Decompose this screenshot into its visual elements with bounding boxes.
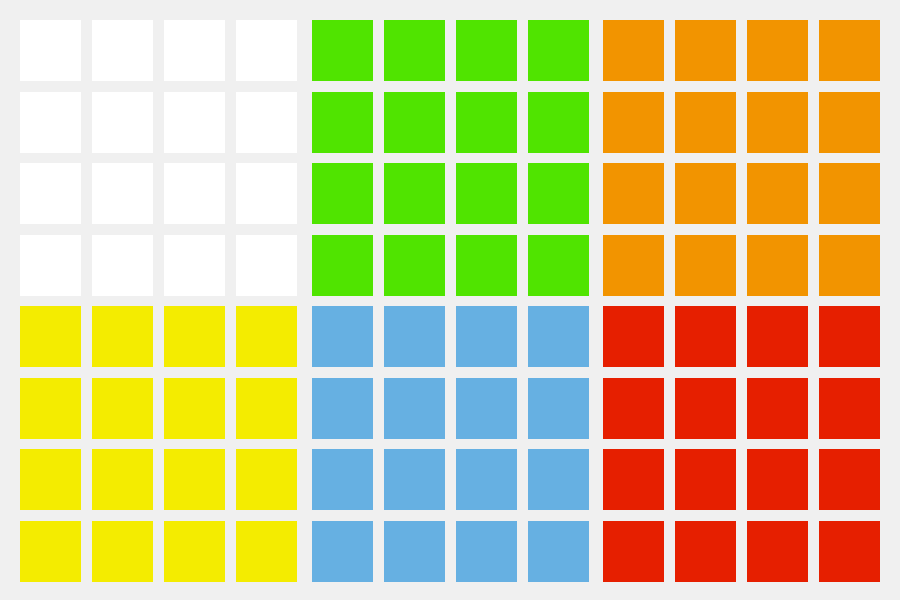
tile[interactable] <box>92 306 153 367</box>
tile[interactable] <box>312 520 373 582</box>
tile[interactable] <box>236 306 297 367</box>
tile[interactable] <box>92 449 153 510</box>
tile[interactable] <box>603 520 664 582</box>
tile[interactable] <box>236 20 297 81</box>
tile[interactable] <box>20 234 81 296</box>
tile[interactable] <box>819 306 880 367</box>
tile[interactable] <box>603 449 664 510</box>
tile[interactable] <box>819 449 880 510</box>
tile[interactable] <box>384 234 445 296</box>
tile[interactable] <box>164 377 225 439</box>
tile[interactable] <box>819 20 880 81</box>
tile[interactable] <box>20 20 81 81</box>
tile[interactable] <box>747 520 808 582</box>
tile[interactable] <box>675 234 736 296</box>
tile[interactable] <box>747 163 808 224</box>
tile[interactable] <box>747 20 808 81</box>
tile[interactable] <box>312 163 373 224</box>
tile[interactable] <box>456 449 517 510</box>
tile[interactable] <box>164 520 225 582</box>
tile[interactable] <box>92 163 153 224</box>
tile[interactable] <box>164 91 225 153</box>
tile[interactable] <box>603 163 664 224</box>
tile[interactable] <box>384 377 445 439</box>
tile[interactable] <box>20 163 81 224</box>
tile[interactable] <box>747 306 808 367</box>
tile[interactable] <box>236 91 297 153</box>
tile[interactable] <box>92 20 153 81</box>
tile[interactable] <box>164 20 225 81</box>
tile[interactable] <box>236 449 297 510</box>
tile[interactable] <box>312 377 373 439</box>
tile[interactable] <box>384 163 445 224</box>
tile[interactable] <box>819 377 880 439</box>
tile[interactable] <box>92 377 153 439</box>
tile[interactable] <box>675 306 736 367</box>
tile[interactable] <box>528 449 589 510</box>
tile[interactable] <box>312 91 373 153</box>
tile[interactable] <box>164 306 225 367</box>
tile[interactable] <box>384 520 445 582</box>
tile[interactable] <box>20 91 81 153</box>
tile[interactable] <box>384 306 445 367</box>
tile[interactable] <box>236 520 297 582</box>
tile[interactable] <box>456 377 517 439</box>
tile[interactable] <box>675 163 736 224</box>
tile[interactable] <box>384 91 445 153</box>
tile[interactable] <box>819 234 880 296</box>
tile[interactable] <box>236 234 297 296</box>
tile[interactable] <box>603 377 664 439</box>
tile[interactable] <box>528 20 589 81</box>
tile[interactable] <box>819 91 880 153</box>
tile[interactable] <box>20 377 81 439</box>
tile[interactable] <box>384 449 445 510</box>
tile[interactable] <box>20 306 81 367</box>
tile[interactable] <box>603 20 664 81</box>
tile[interactable] <box>312 449 373 510</box>
tile[interactable] <box>164 163 225 224</box>
tile[interactable] <box>528 91 589 153</box>
tile[interactable] <box>92 234 153 296</box>
tile[interactable] <box>675 377 736 439</box>
tile[interactable] <box>747 234 808 296</box>
tile[interactable] <box>528 163 589 224</box>
tile[interactable] <box>747 91 808 153</box>
tile[interactable] <box>20 449 81 510</box>
tile[interactable] <box>528 520 589 582</box>
tile[interactable] <box>675 449 736 510</box>
tile[interactable] <box>456 520 517 582</box>
tile[interactable] <box>164 449 225 510</box>
tile[interactable] <box>312 306 373 367</box>
tile[interactable] <box>312 20 373 81</box>
tile[interactable] <box>456 91 517 153</box>
tile[interactable] <box>164 234 225 296</box>
tile[interactable] <box>236 377 297 439</box>
tile[interactable] <box>236 163 297 224</box>
tile[interactable] <box>456 20 517 81</box>
tile[interactable] <box>603 306 664 367</box>
tile[interactable] <box>456 234 517 296</box>
tile[interactable] <box>675 20 736 81</box>
tile[interactable] <box>747 449 808 510</box>
tile[interactable] <box>92 520 153 582</box>
tile[interactable] <box>456 306 517 367</box>
tile[interactable] <box>384 20 445 81</box>
tile[interactable] <box>819 520 880 582</box>
tile[interactable] <box>603 91 664 153</box>
tile[interactable] <box>603 234 664 296</box>
tile[interactable] <box>528 377 589 439</box>
tile[interactable] <box>312 234 373 296</box>
tile[interactable] <box>528 234 589 296</box>
tile[interactable] <box>747 377 808 439</box>
tile[interactable] <box>92 91 153 153</box>
tile[interactable] <box>456 163 517 224</box>
tile[interactable] <box>675 91 736 153</box>
tile[interactable] <box>675 520 736 582</box>
tile[interactable] <box>20 520 81 582</box>
tile[interactable] <box>819 163 880 224</box>
tile[interactable] <box>528 306 589 367</box>
